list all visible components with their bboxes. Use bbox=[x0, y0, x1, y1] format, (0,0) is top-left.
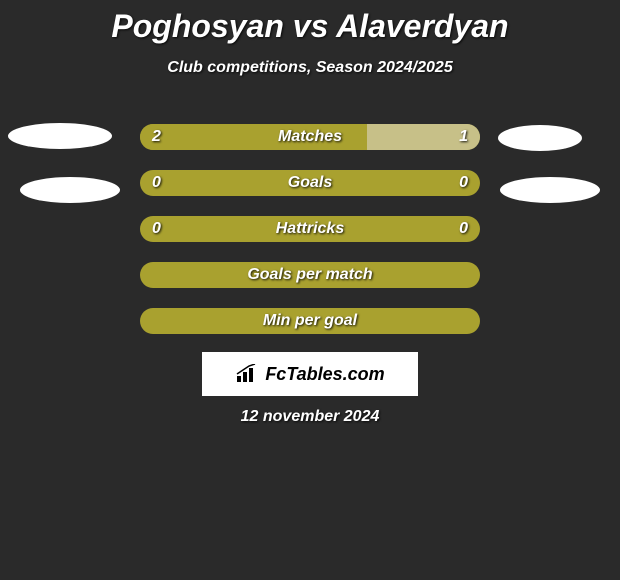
logo-text: FcTables.com bbox=[265, 364, 384, 385]
subtitle: Club competitions, Season 2024/2025 bbox=[0, 59, 620, 77]
stat-bar bbox=[140, 308, 480, 334]
stat-value-right: 0 bbox=[459, 216, 468, 242]
stat-bar-left bbox=[140, 124, 367, 150]
stat-row: Goals per match bbox=[0, 260, 620, 306]
stat-row: Min per goal bbox=[0, 306, 620, 352]
stat-bar bbox=[140, 124, 480, 150]
stat-row: Goals00 bbox=[0, 168, 620, 214]
bar-chart-icon bbox=[235, 364, 259, 384]
stat-bar bbox=[140, 170, 480, 196]
stat-value-right: 0 bbox=[459, 170, 468, 196]
stat-value-right: 1 bbox=[459, 124, 468, 150]
stat-value-left: 2 bbox=[152, 124, 161, 150]
stat-value-left: 0 bbox=[152, 216, 161, 242]
logo-badge: FcTables.com bbox=[202, 352, 418, 396]
stat-row: Matches21 bbox=[0, 122, 620, 168]
page-title: Poghosyan vs Alaverdyan bbox=[0, 0, 620, 45]
comparison-infographic: Poghosyan vs Alaverdyan Club competition… bbox=[0, 0, 620, 580]
date-text: 12 november 2024 bbox=[0, 408, 620, 426]
stat-value-left: 0 bbox=[152, 170, 161, 196]
stat-row: Hattricks00 bbox=[0, 214, 620, 260]
stat-rows: Matches21Goals00Hattricks00Goals per mat… bbox=[0, 122, 620, 352]
stat-bar bbox=[140, 262, 480, 288]
stat-bar bbox=[140, 216, 480, 242]
